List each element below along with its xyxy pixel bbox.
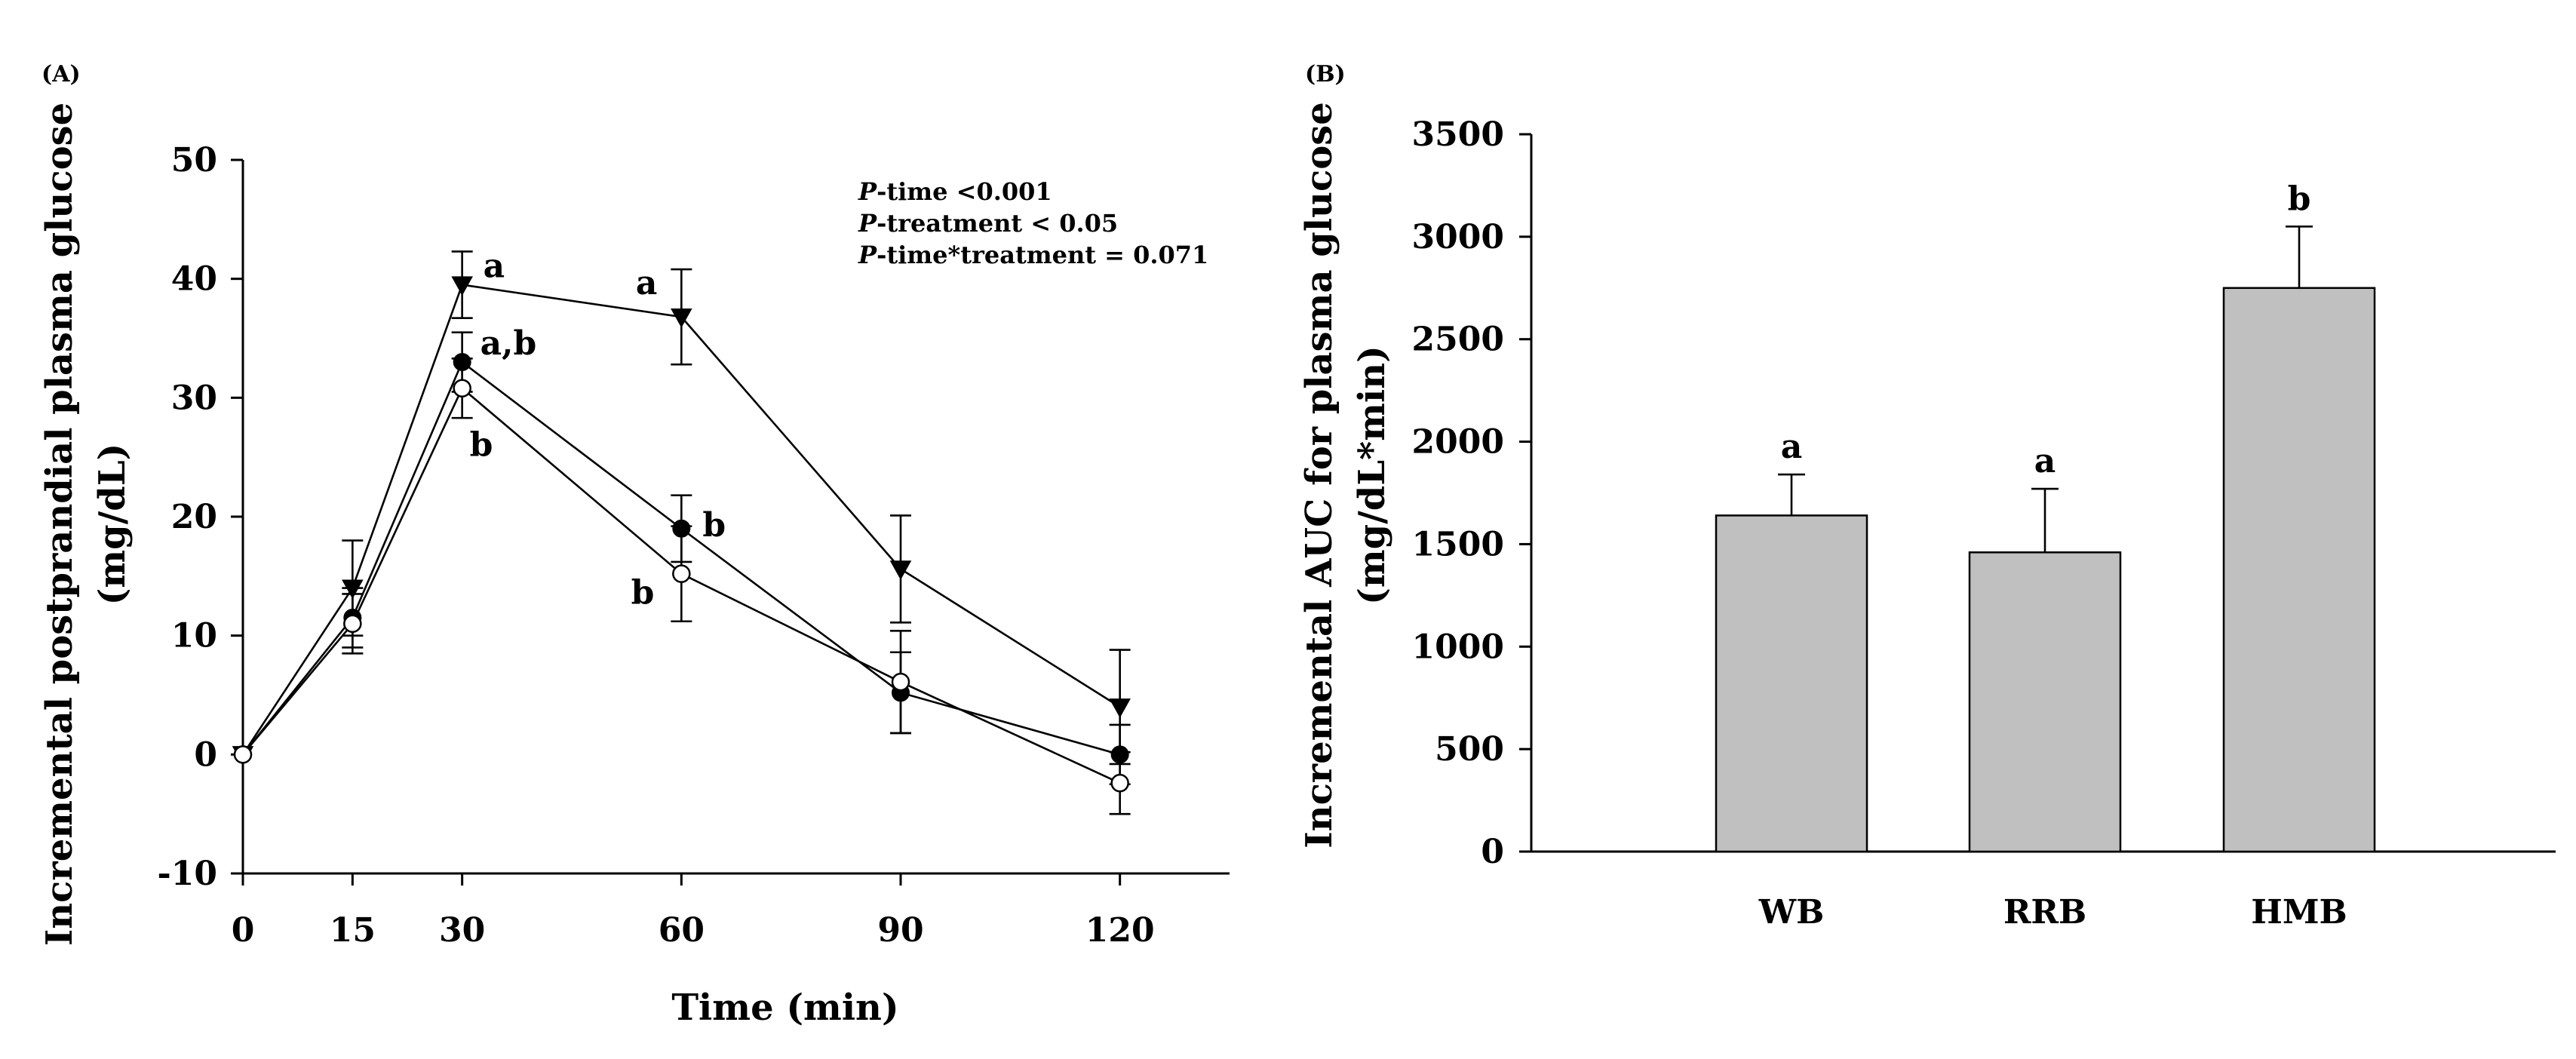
panel-a-x-tick-label: 90 [877, 911, 923, 950]
significance-letter: a,b [481, 324, 537, 363]
bar-chart-panel-b: (B) 0 500 1000 1500 2000 2500 3000 3500 a WB a RRB… [1298, 61, 2556, 932]
data-point-marker [891, 672, 910, 692]
data-point-marker [672, 564, 691, 583]
bar [2222, 287, 2376, 853]
panel-b-y-tick-label: 3500 [1412, 115, 1504, 154]
data-point-marker [1109, 698, 1131, 718]
significance-letter: b [2288, 180, 2311, 218]
panel-b-y-tick-label: 3000 [1412, 218, 1504, 256]
panel-b-y-tick-label: 1500 [1412, 525, 1504, 563]
series-line-hmb [241, 284, 1121, 756]
stat-p-time: P-time <0.001 [858, 177, 1052, 206]
bar-group-rrb: a RRB [1968, 442, 2122, 932]
panel-a-label: (A) [41, 61, 81, 87]
line-chart-panel-a: (A) -10 0 10 20 30 40 50 0 15 30 60 90 120 Time (mi… [38, 61, 1230, 1029]
stat-p-time-italic: P [858, 177, 877, 206]
bar [1715, 514, 1868, 853]
significance-letter: b [631, 574, 655, 612]
panel-a-x-tick-label: 0 [232, 911, 255, 950]
panel-a-x-tick-label: 60 [659, 911, 705, 950]
panel-b-label: (B) [1305, 61, 1346, 87]
data-point-marker [453, 379, 471, 398]
bar [1968, 551, 2122, 853]
panel-b-y-axis-title: Incremental AUC for plasma glucose (mg/d… [1298, 102, 1393, 849]
panel-a-y-tick-label: 30 [171, 379, 217, 417]
panel-a-y-axis-title-line1: Incremental postprandial plasma glucose [38, 103, 81, 946]
bar-group-wb: a WB [1715, 428, 1868, 932]
significance-letter: a [484, 247, 505, 286]
panel-a-y-tick-label: 40 [171, 260, 217, 299]
significance-letter: a [2034, 442, 2056, 480]
panel-a-x-ticks: 0 15 30 60 90 120 [232, 873, 1155, 950]
significance-letter: a [1781, 428, 1803, 466]
stat-p-treatment-italic: P [858, 209, 877, 238]
data-point-marker [671, 308, 692, 328]
category-label: RRB [2003, 893, 2086, 932]
panel-b-y-axis-title-line2: (mg/dL*min) [1351, 345, 1393, 605]
panel-a-y-tick-label: 0 [194, 735, 217, 774]
bar-group-hmb: b HMB [2222, 180, 2376, 932]
data-point-marker [1110, 773, 1129, 793]
panel-a-y-tick-label: 20 [171, 498, 217, 536]
data-point-marker [233, 745, 253, 764]
panel-b-y-ticks: 0 500 1000 1500 2000 2500 3000 3500 [1412, 115, 1531, 871]
data-point-marker [889, 560, 912, 580]
stat-p-interaction-italic: P [858, 241, 877, 269]
panel-a-y-tick-label: 10 [171, 617, 217, 655]
stat-p-interaction: P-time*treatment = 0.071 [858, 241, 1208, 269]
panel-b-y-tick-label: 0 [1481, 833, 1504, 871]
series-wb [233, 358, 1131, 815]
data-point-marker [343, 614, 362, 634]
panel-b-bars: a WB a RRB b HMB [1715, 180, 2376, 932]
panel-b-y-tick-label: 1000 [1412, 628, 1504, 666]
panel-a-x-tick-label: 15 [330, 911, 376, 950]
category-label: WB [1758, 893, 1825, 932]
series-rrb [234, 331, 1131, 786]
stat-p-time-rest: -time <0.001 [877, 177, 1052, 206]
data-point-marker [451, 276, 473, 296]
panel-a-y-axis-title-line2: (mg/dL) [91, 444, 134, 606]
significance-letter: b [702, 506, 726, 545]
series-line-wb [242, 386, 1121, 784]
panel-b-y-axis-title-line1: Incremental AUC for plasma glucose [1298, 102, 1340, 849]
panel-a-y-tick-label: -10 [158, 855, 218, 893]
panel-a-x-tick-label: 30 [439, 911, 485, 950]
series-line-rrb [241, 360, 1121, 756]
panel-a-significance-letters: a a,b b a b b [470, 247, 726, 612]
stat-p-treatment-rest: -treatment < 0.05 [877, 209, 1118, 238]
panel-a-series [232, 250, 1131, 815]
stat-p-treatment: P-treatment < 0.05 [858, 209, 1118, 238]
panel-b-y-tick-label: 2500 [1412, 321, 1504, 359]
significance-letter: a [636, 264, 658, 302]
panel-a-y-axis-title: Incremental postprandial plasma glucose … [38, 103, 134, 946]
panel-a-y-tick-label: 50 [171, 141, 217, 180]
panel-b-y-tick-label: 500 [1435, 730, 1504, 769]
significance-letter: b [470, 426, 493, 465]
panel-a-stats-box: P-time <0.001 P-treatment < 0.05 P-time*… [858, 177, 1208, 269]
panel-a-y-ticks: -10 0 10 20 30 40 50 [158, 141, 243, 893]
panel-a-x-axis-title: Time (min) [671, 987, 898, 1029]
category-label: HMB [2251, 893, 2347, 932]
stat-p-interaction-rest: -time*treatment = 0.071 [877, 241, 1208, 269]
panel-b-y-tick-label: 2000 [1412, 423, 1504, 462]
panel-a-x-tick-label: 120 [1085, 911, 1155, 950]
